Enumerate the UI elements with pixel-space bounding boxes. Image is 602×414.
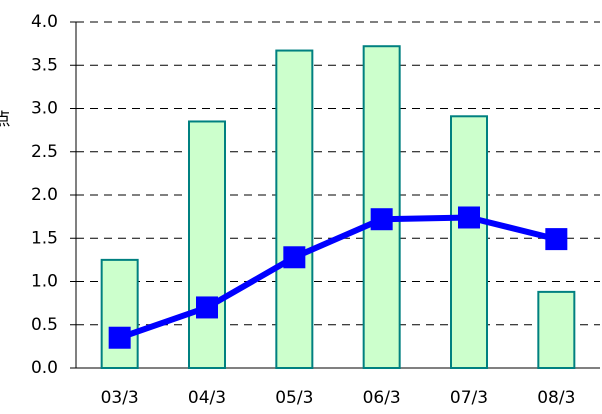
y-tick-label: 1.0 [31, 272, 58, 292]
y-tick-label: 1.5 [31, 228, 58, 248]
x-tick-label: 08/3 [537, 388, 575, 408]
marker [370, 208, 393, 231]
y-tick-label: 4.0 [31, 12, 58, 32]
marker [108, 326, 131, 349]
y-tick-label: 3.0 [31, 99, 58, 119]
x-tick-label: 05/3 [275, 388, 313, 408]
y-tick-label: 2.0 [31, 185, 58, 205]
bar [362, 45, 401, 369]
y-tick-label: 3.5 [31, 55, 58, 75]
marker [458, 206, 480, 229]
bar [188, 120, 226, 369]
y-axis-label: 点 [0, 110, 11, 130]
y-tick-label: 2.5 [31, 142, 58, 162]
line [118, 214, 558, 341]
bar [100, 258, 139, 369]
x-tick-label: 07/3 [450, 388, 488, 408]
x-tick-label: 06/3 [363, 388, 401, 408]
marker [196, 296, 218, 319]
x-tick-label: 04/3 [188, 388, 226, 408]
marker [545, 228, 568, 251]
bar [450, 115, 488, 369]
bar [275, 49, 314, 369]
x-tick-label: 03/3 [101, 388, 139, 408]
bar [537, 290, 576, 370]
y-tick-label: 0.0 [31, 358, 58, 378]
y-tick-label: 0.5 [31, 315, 58, 335]
marker [283, 246, 306, 269]
